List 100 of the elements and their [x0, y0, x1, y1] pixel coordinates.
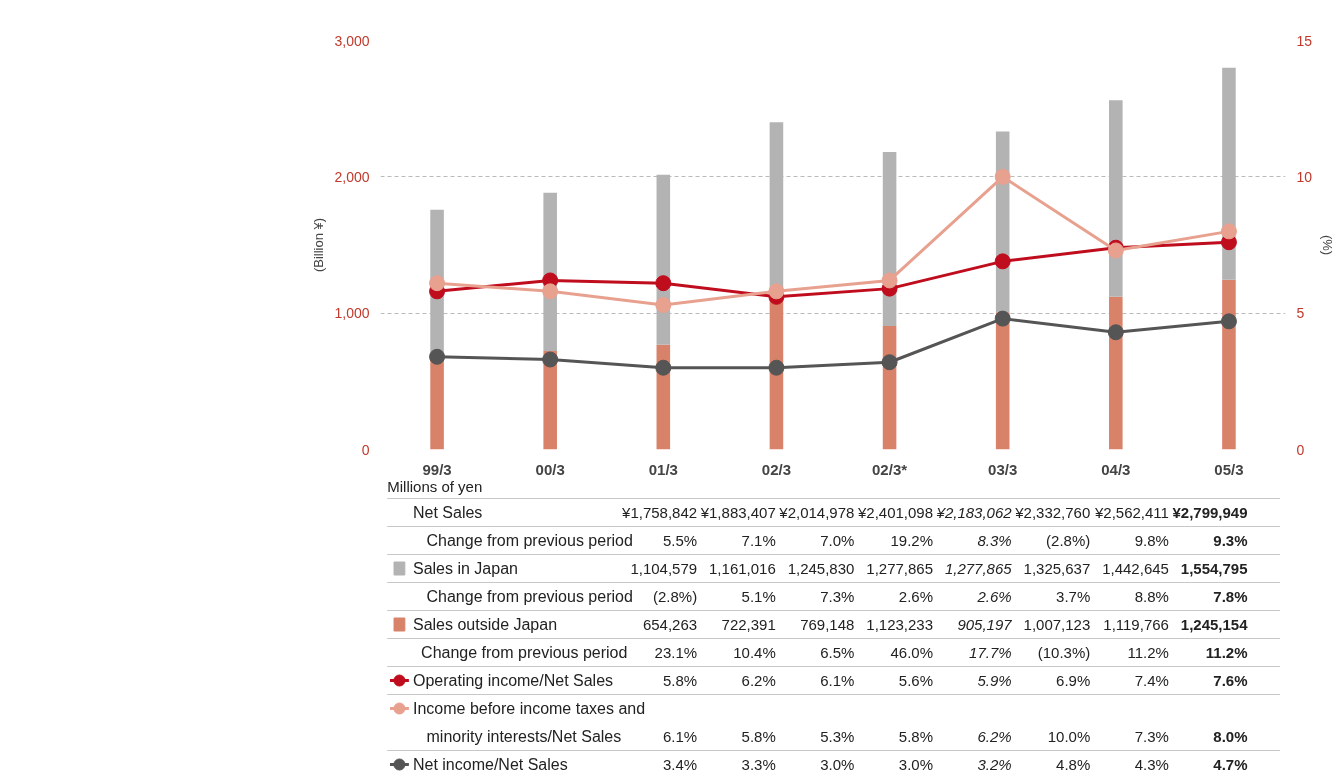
point [655, 297, 672, 313]
text: 1,554,795 [1180, 559, 1248, 577]
text: 7.1% [741, 532, 776, 549]
text: 8.8% [1134, 588, 1169, 605]
text: 1,245,154 [1180, 615, 1249, 633]
x-tick-label: 05/3 [1214, 460, 1244, 478]
y-axis-title: (Billion ¥) [311, 217, 327, 273]
y2-tick-label: 15 [1296, 32, 1313, 49]
text: 5.1% [741, 588, 776, 605]
point [542, 351, 559, 368]
point [429, 348, 446, 365]
text: 6.9% [1056, 672, 1091, 689]
y2-tick-label: 10 [1296, 168, 1313, 185]
point [1107, 324, 1124, 341]
text: 1,245,830 [787, 559, 855, 577]
text: 5.6% [898, 672, 934, 689]
text: ¥2,562,411 [1093, 504, 1169, 521]
text: 3.2% [977, 756, 1012, 773]
point [768, 359, 785, 376]
text: 23.1% [654, 644, 698, 661]
point [655, 275, 672, 292]
text: Millions of yen [387, 478, 483, 495]
text: 1,277,865 [866, 559, 934, 577]
point [881, 272, 898, 289]
text: Net Sales [412, 504, 483, 521]
text: 5.5% [662, 532, 698, 549]
text: 769,148 [800, 615, 855, 633]
point [881, 354, 898, 371]
text: 5.8% [662, 672, 698, 689]
text: 8.3% [977, 532, 1012, 549]
text: 8.0% [1213, 728, 1248, 745]
text: 11.2% [1205, 644, 1248, 661]
point [1220, 313, 1237, 330]
text: 7.3% [1134, 728, 1169, 745]
text: Change from previous period [426, 588, 633, 605]
text: 10.0% [1047, 728, 1091, 745]
x-tick-label: 02/3* [872, 460, 908, 478]
text: 3.0% [898, 756, 934, 773]
text: 6.1% [820, 672, 855, 689]
x-tick-label: 02/3 [761, 460, 792, 478]
text: 4.8% [1056, 756, 1091, 773]
text: 17.7% [969, 644, 1012, 661]
bar [1109, 296, 1123, 450]
text: ¥2,332,760 [1014, 504, 1091, 521]
y2-tick-label: 5 [1296, 305, 1305, 322]
text: 3.3% [741, 756, 776, 773]
text: (10.3%) [1037, 644, 1091, 661]
x-tick-label: 01/3 [648, 460, 678, 478]
y-tick-label: 0 [361, 441, 370, 458]
point [994, 310, 1011, 327]
text: 5.8% [898, 728, 934, 745]
text: 5.9% [977, 672, 1012, 689]
x-tick-label: 99/3 [422, 460, 452, 478]
x-tick-label: 03/3 [988, 460, 1018, 478]
point [655, 359, 672, 376]
text: 6.2% [977, 728, 1012, 745]
text: 10.4% [733, 644, 776, 661]
text: 6.2% [741, 672, 776, 689]
point [768, 283, 785, 300]
point [994, 168, 1011, 185]
text: 1,007,123 [1023, 615, 1091, 633]
text: ¥2,799,949 [1172, 504, 1248, 521]
x-tick-label: 04/3 [1101, 460, 1131, 478]
text: 5.3% [820, 728, 855, 745]
text: 1,277,865 [944, 559, 1013, 577]
text: 4.7% [1213, 756, 1248, 773]
bar [1222, 279, 1236, 450]
text: 2.6% [898, 588, 934, 605]
text: 722,391 [721, 615, 776, 633]
text: 1,119,766 [1103, 615, 1169, 633]
text: ¥2,401,098 [856, 504, 934, 521]
text: ¥2,014,978 [778, 504, 855, 521]
text: (2.8%) [652, 588, 698, 605]
text: 7.4% [1134, 672, 1169, 689]
text: 5.8% [741, 728, 776, 745]
text: 654,263 [642, 615, 698, 633]
text: 19.2% [890, 532, 934, 549]
text: 7.8% [1213, 588, 1248, 605]
point [1220, 223, 1237, 240]
point [994, 253, 1011, 270]
text: ¥1,758,842 [621, 504, 698, 521]
text: 46.0% [890, 644, 934, 661]
text: 6.5% [820, 644, 855, 661]
legend-label: Net income/Net Sales [412, 756, 568, 773]
point [429, 275, 446, 292]
text: Change from previous period [426, 532, 633, 549]
text: 6.1% [662, 728, 698, 745]
legend-label: Operating income/Net Sales [412, 672, 614, 689]
text: 9.3% [1213, 532, 1248, 549]
text: 3.4% [662, 756, 698, 773]
legend-label: Sales outside Japan [412, 616, 558, 633]
text: 3.0% [820, 756, 855, 773]
text: 1,325,637 [1023, 559, 1091, 577]
text: 1,442,645 [1102, 559, 1169, 577]
text: 1,104,579 [630, 559, 698, 577]
text: ¥1,883,407 [699, 504, 776, 521]
y-tick-label: 2,000 [334, 168, 370, 185]
text: 1,161,016 [709, 559, 776, 577]
text: 7.3% [820, 588, 855, 605]
legend-label: Income before income taxes and minority interests/Net Sales [412, 700, 646, 745]
